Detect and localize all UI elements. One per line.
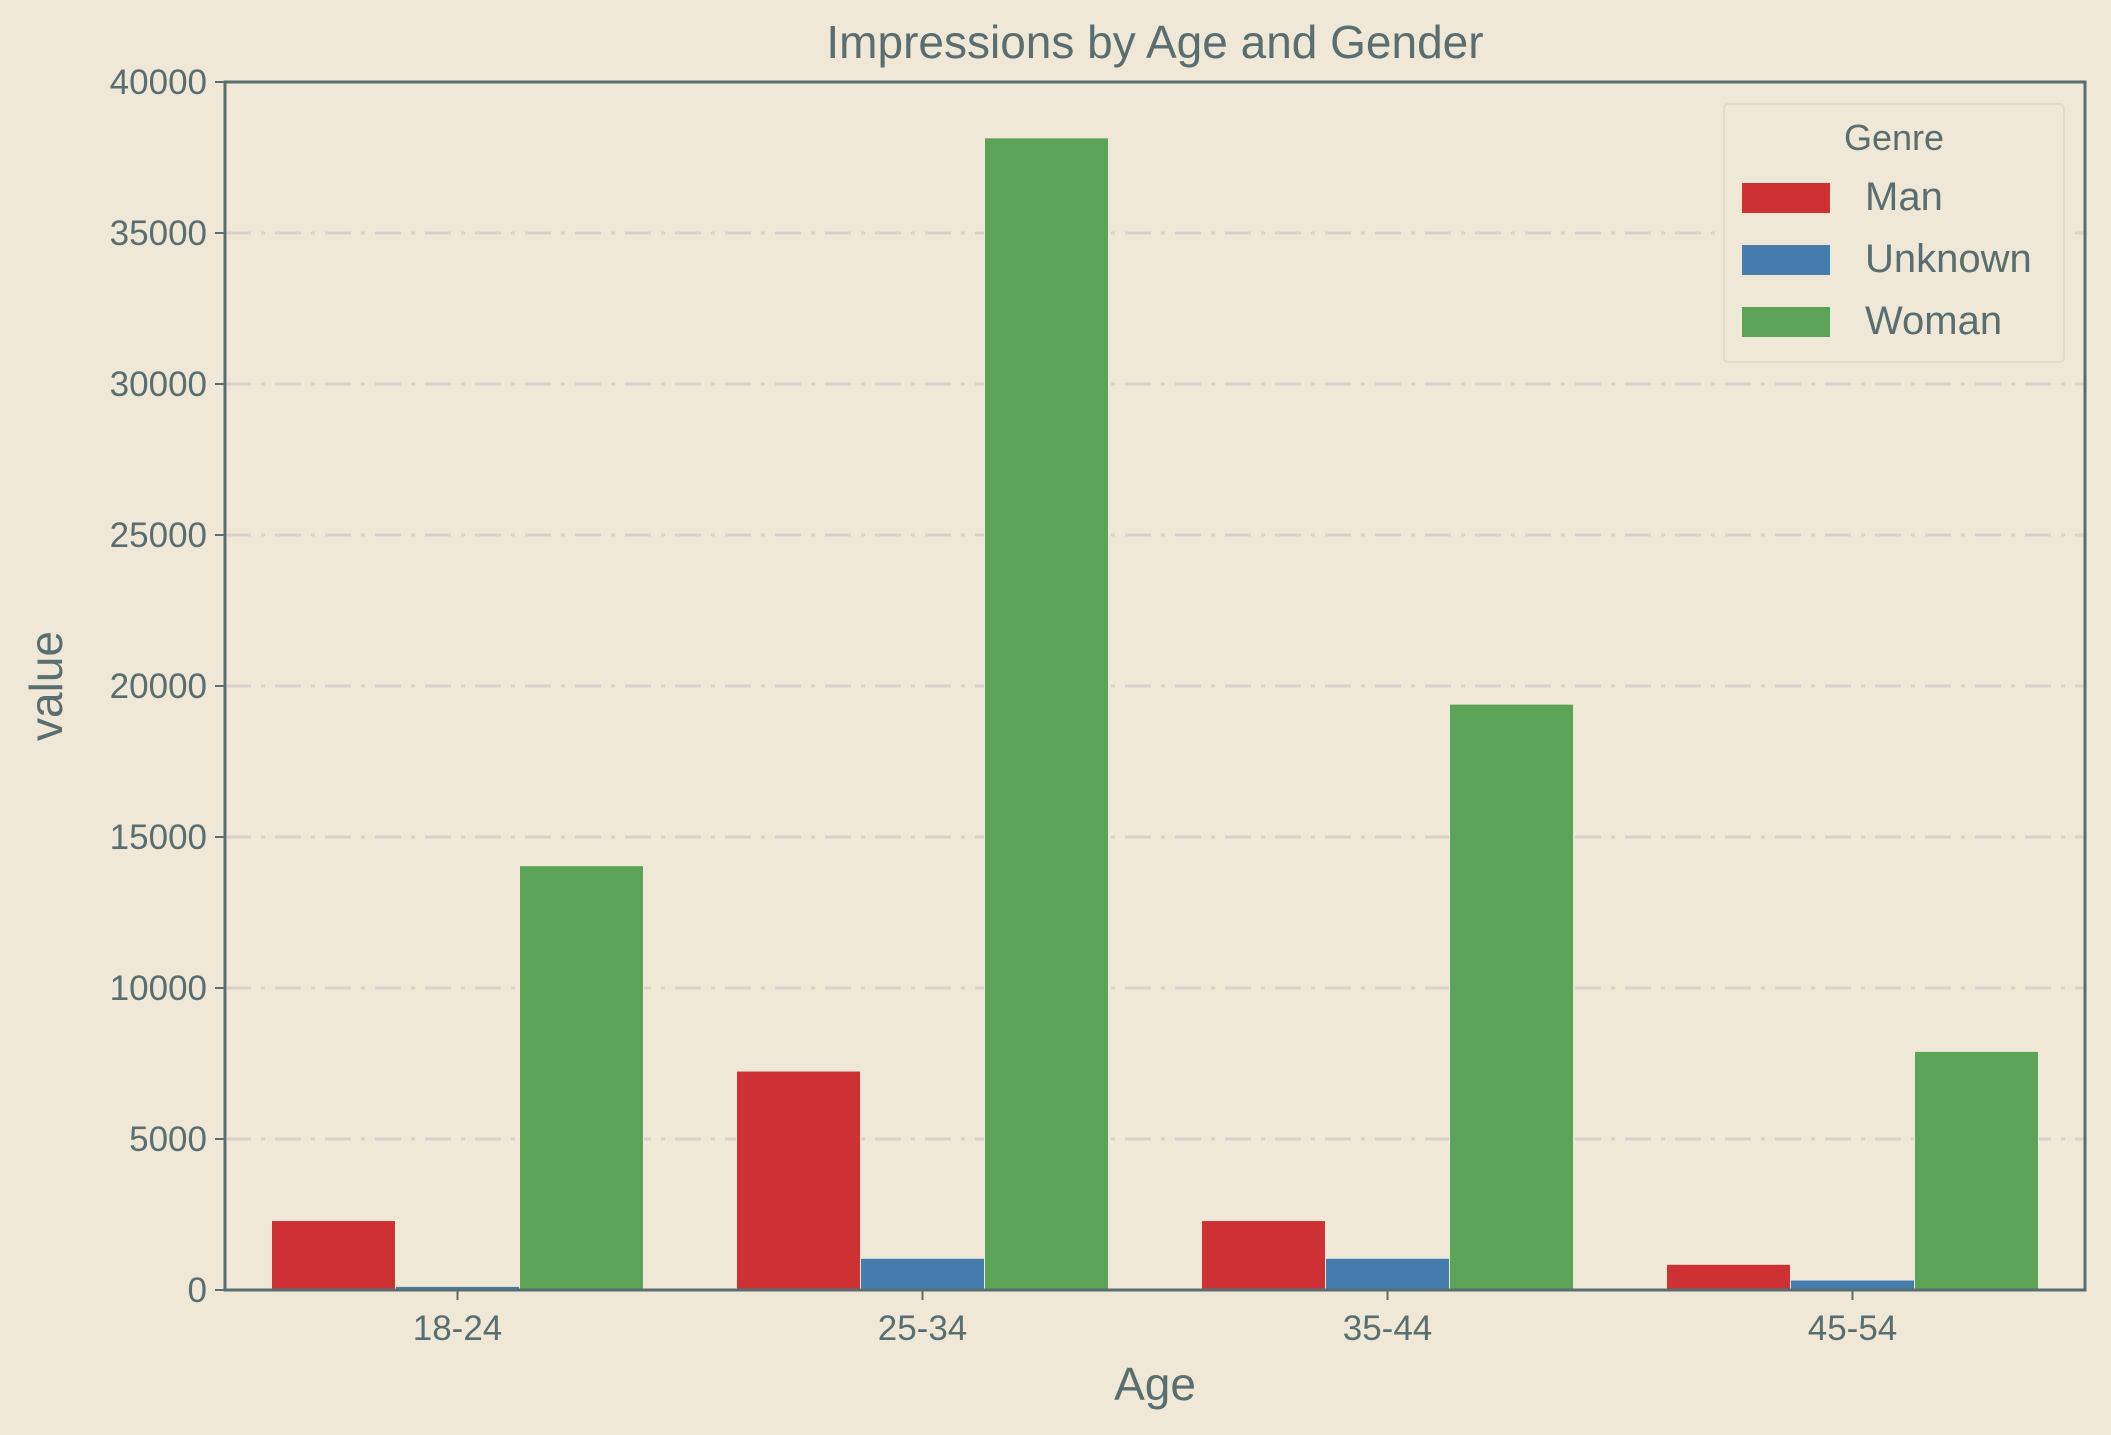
legend-swatch-woman: [1742, 307, 1830, 337]
y-tick-label: 25000: [110, 516, 207, 555]
grid-layer: [225, 231, 2085, 1141]
bar-unknown-25-34: [860, 1257, 985, 1291]
legend-box: [1723, 103, 2065, 363]
bar-man-45-54: [1666, 1263, 1791, 1291]
y-tick-label: 35000: [110, 214, 207, 253]
bar-woman-18-24: [519, 865, 644, 1291]
legend-items: Man Unknown Woman: [1742, 175, 2032, 343]
bar-woman-45-54: [1914, 1050, 2039, 1291]
chart-title: Impressions by Age and Gender: [826, 16, 1483, 68]
y-tick-label: 15000: [110, 818, 207, 857]
x-axis: 18-24 25-34 35-44 45-54: [413, 1290, 1898, 1348]
bar-unknown-35-44: [1325, 1257, 1450, 1291]
x-tick-label: 35-44: [1343, 1309, 1433, 1348]
y-axis-label: value: [20, 631, 72, 741]
y-tick-label: 5000: [129, 1120, 207, 1159]
y-tick-label: 40000: [110, 63, 207, 102]
legend-label-man: Man: [1865, 175, 1943, 219]
y-tick-label: 20000: [110, 667, 207, 706]
bars-layer: [271, 137, 2039, 1291]
x-tick-label: 45-54: [1808, 1309, 1898, 1348]
legend-label-unknown: Unknown: [1865, 237, 2032, 281]
x-tick-label: 18-24: [413, 1309, 503, 1348]
legend-label-woman: Woman: [1865, 299, 2002, 343]
bar-woman-35-44: [1449, 703, 1574, 1291]
y-tick-label: 30000: [110, 365, 207, 404]
legend: Genre Man Unknown Woman: [1723, 103, 2065, 363]
legend-swatch-man: [1742, 183, 1830, 213]
y-axis: 0 5000 10000 15000 20000 25000 30000 35000 40000: [110, 63, 225, 1310]
bar-woman-25-34: [984, 137, 1109, 1291]
x-tick-label: 25-34: [878, 1309, 968, 1348]
legend-swatch-unknown: [1742, 245, 1830, 275]
bar-man-25-34: [736, 1070, 861, 1291]
bar-man-18-24: [271, 1220, 396, 1291]
legend-title: Genre: [1844, 117, 1944, 158]
y-tick-label: 10000: [110, 969, 207, 1008]
x-axis-label: Age: [1114, 1358, 1196, 1410]
y-tick-label: 0: [188, 1271, 207, 1310]
bar-man-35-44: [1201, 1220, 1326, 1291]
